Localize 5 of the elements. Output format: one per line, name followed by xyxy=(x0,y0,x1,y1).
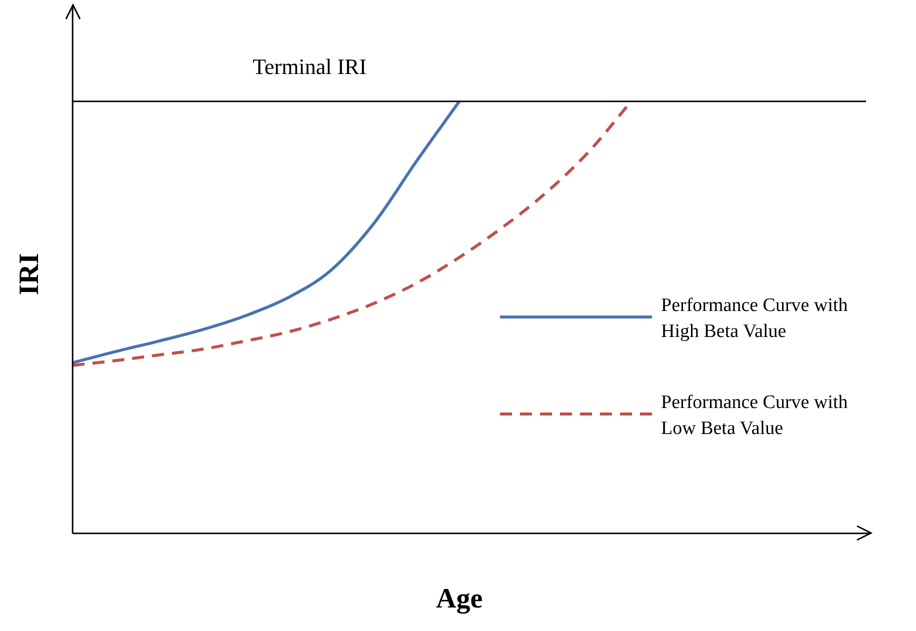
text: Performance Curve with High Beta Value xyxy=(661,294,849,344)
text: Performance Curve with Low Beta Value xyxy=(661,391,849,442)
y-axis-title: IRI xyxy=(14,253,46,296)
ref-line-label: Terminal IRI xyxy=(252,54,367,80)
x-axis-title: Age xyxy=(436,583,483,614)
